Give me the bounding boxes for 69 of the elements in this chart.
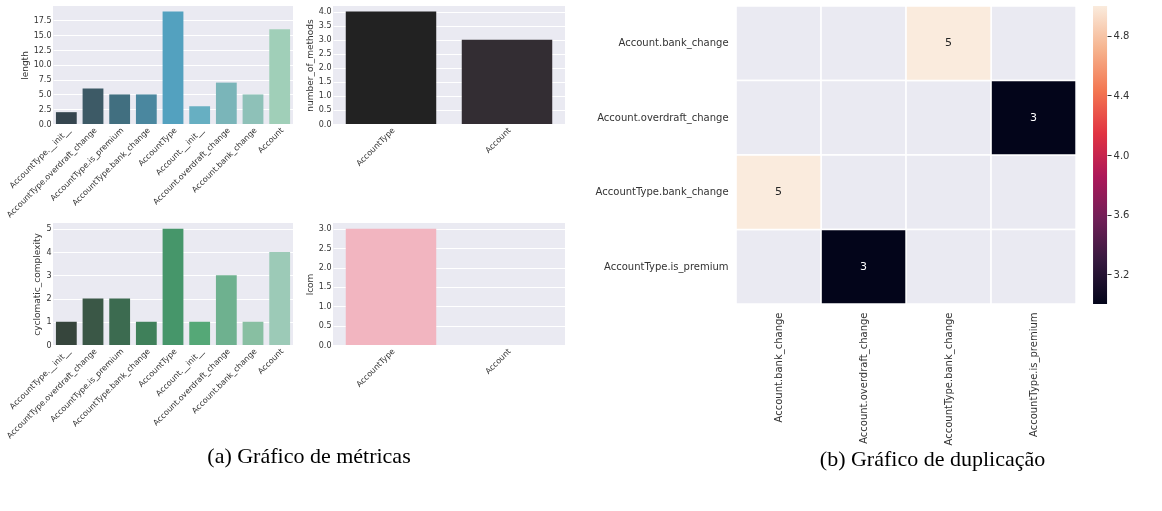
text: (a) Gráfico de métricas [207, 443, 411, 468]
data-label: 5 [945, 36, 953, 50]
y-tick-label: 0.5 [318, 321, 332, 331]
y-tick-label: 4.0 [318, 7, 332, 17]
y-tick-label: 12.5 [33, 45, 52, 55]
bar [82, 298, 104, 345]
y-tick-label: 5.0 [38, 89, 52, 99]
y-tick-label: 0.0 [38, 119, 52, 129]
y-tick-label: Account.bank_change [618, 37, 729, 50]
color-bar-label: 4.8 [1113, 30, 1130, 42]
bar [109, 298, 131, 345]
y-tick-label: 0 [46, 340, 52, 350]
y-tick-label: 0.0 [318, 119, 332, 129]
y-tick-label: 2.5 [318, 49, 332, 59]
x-tick-label: AccountType.is_premium [1027, 312, 1040, 438]
bar [215, 82, 237, 124]
y-tick-label: 1 [46, 317, 52, 327]
y-tick-label: 2.0 [318, 263, 332, 273]
y-axis-title: lcom [304, 273, 315, 296]
x-tick-label: Account.overdraft_change [857, 312, 870, 444]
y-tick-label: 3.0 [318, 224, 332, 234]
y-tick-label: 3 [46, 270, 52, 280]
bar [162, 228, 184, 345]
y-tick-label: 1.5 [318, 282, 332, 292]
y-tick-label: 4 [46, 247, 52, 257]
y-tick-label: 3.0 [318, 35, 332, 45]
y-tick-label: 1.5 [318, 77, 332, 87]
y-axis-title: cyclomatic_complexity [32, 232, 43, 336]
y-tick-label: Account.overdraft_change [597, 111, 729, 124]
color-bar-label: 4.0 [1113, 149, 1130, 161]
y-tick-label: 0.5 [318, 105, 332, 115]
data-label: 3 [1030, 110, 1038, 124]
bar [135, 321, 157, 345]
text: (b) Gráfico de duplicação [819, 446, 1046, 471]
bar [269, 29, 291, 124]
y-tick-label: 0.0 [318, 340, 332, 350]
bar [55, 321, 77, 345]
y-axis-title: number_of_methods [304, 19, 315, 112]
bar [269, 252, 291, 345]
y-tick-label: 3.5 [318, 21, 332, 31]
y-tick-label: 10.0 [33, 60, 52, 70]
bar [189, 321, 211, 345]
y-tick-label: 2.5 [38, 104, 52, 114]
y-tick-label: 2.0 [318, 63, 332, 73]
y-tick-label: AccountType.is_premium [604, 260, 729, 273]
bar [162, 11, 184, 124]
x-tick-label: AccountType.bank_change [942, 312, 955, 446]
y-tick-label: 7.5 [38, 75, 52, 85]
y-axis-title: length [19, 51, 30, 80]
y-tick-label: 17.5 [33, 15, 52, 25]
y-tick-label: 5 [46, 224, 52, 234]
bar [189, 106, 211, 124]
color-bar-label: 3.2 [1113, 268, 1130, 280]
y-tick-label: 2.5 [318, 243, 332, 253]
y-tick-label: 1.0 [318, 91, 332, 101]
data-label: 3 [860, 259, 868, 273]
bar [242, 321, 264, 345]
bar [109, 94, 131, 124]
y-tick-label: 2 [46, 294, 52, 304]
color-bar-label: 3.6 [1113, 209, 1130, 221]
color-bar-label: 4.4 [1113, 89, 1130, 101]
bar [135, 94, 157, 124]
bar [55, 112, 77, 124]
bar [242, 94, 264, 124]
y-tick-label: 1.0 [318, 301, 332, 311]
y-tick-label: 15.0 [33, 30, 52, 40]
data-label: 5 [775, 185, 783, 199]
bar [82, 88, 104, 124]
bar [215, 275, 237, 345]
